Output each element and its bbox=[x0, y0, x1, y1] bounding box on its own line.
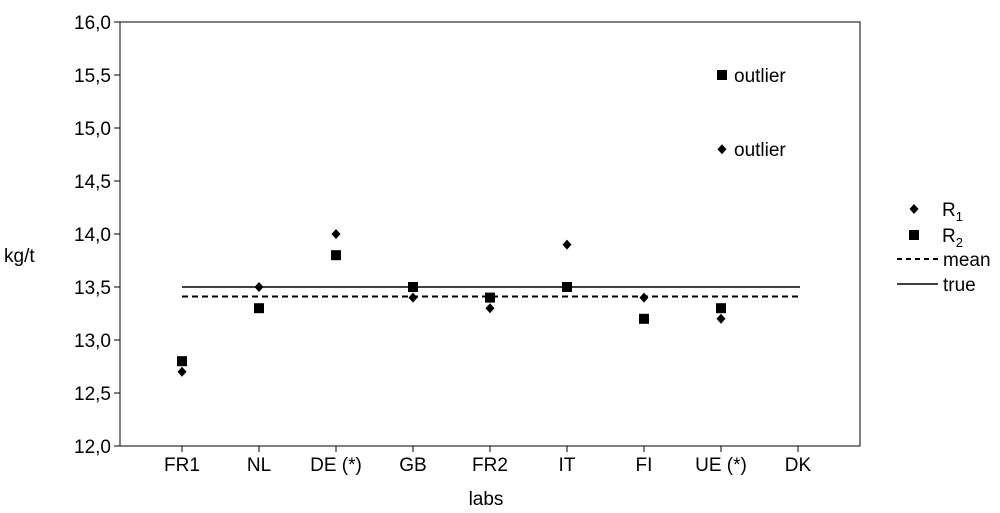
point-r2 bbox=[716, 303, 726, 314]
point-r1 bbox=[562, 239, 572, 250]
y-tick-label: 13,0 bbox=[74, 331, 111, 352]
x-tick-label: DK bbox=[785, 455, 812, 476]
point-r1 bbox=[485, 303, 495, 314]
x-tick-label: UE (*) bbox=[695, 455, 747, 476]
point-r1 bbox=[716, 313, 726, 324]
point-r1 bbox=[177, 366, 187, 377]
y-axis-label: kg/t bbox=[4, 246, 35, 267]
x-tick-label: FR1 bbox=[164, 455, 200, 476]
legend-marker-r1 bbox=[909, 204, 919, 214]
x-tick-label: FI bbox=[636, 455, 653, 476]
point-r1 bbox=[639, 292, 649, 303]
point-r1 bbox=[254, 282, 264, 292]
x-tick-label: GB bbox=[399, 455, 426, 476]
point-r2 bbox=[177, 356, 187, 367]
point-r1 bbox=[331, 229, 341, 239]
outlier-label: outlier bbox=[734, 140, 786, 161]
outlier-marker-diamond bbox=[717, 144, 727, 155]
y-tick-label: 12,0 bbox=[74, 437, 111, 458]
point-r2 bbox=[331, 250, 341, 261]
x-axis-label: labs bbox=[469, 489, 504, 510]
reference-lines bbox=[182, 286, 800, 298]
y-tick-label: 12,5 bbox=[74, 384, 111, 405]
point-r2 bbox=[485, 292, 495, 303]
y-tick-label: 15,0 bbox=[74, 119, 111, 140]
data-points bbox=[177, 229, 726, 377]
x-tick-label: FR2 bbox=[472, 455, 508, 476]
point-r1 bbox=[408, 292, 418, 303]
outlier-marker-square bbox=[717, 70, 727, 80]
x-tick-label: NL bbox=[247, 455, 271, 476]
point-r2 bbox=[562, 282, 572, 292]
y-axis: 12,0 12,5 13,0 13,5 14,0 14,5 15,0 15,5 16,0 bbox=[74, 13, 120, 458]
point-r2 bbox=[254, 303, 264, 314]
y-tick-label: 15,5 bbox=[74, 66, 111, 87]
x-axis: FR1 NL DE (*) GB FR2 IT FI UE (*) DK bbox=[164, 446, 812, 476]
x-tick-label: DE (*) bbox=[310, 455, 362, 476]
x-tick-label: IT bbox=[559, 455, 576, 476]
legend-label-r1: R1 bbox=[942, 200, 963, 224]
y-tick-label: 14,0 bbox=[74, 225, 111, 246]
y-tick-label: 14,5 bbox=[74, 172, 111, 193]
y-tick-label: 16,0 bbox=[74, 13, 111, 34]
legend-label-r2: R2 bbox=[942, 226, 963, 250]
legend-marker-r2 bbox=[909, 230, 919, 240]
annotations: outlier outlier bbox=[717, 66, 786, 161]
y-tick-label: 13,5 bbox=[74, 278, 111, 299]
outlier-label: outlier bbox=[734, 66, 786, 87]
legend-label-true: true bbox=[943, 275, 976, 296]
point-r2 bbox=[408, 282, 418, 292]
point-r2 bbox=[639, 313, 649, 324]
legend-label-mean: mean bbox=[943, 250, 991, 271]
